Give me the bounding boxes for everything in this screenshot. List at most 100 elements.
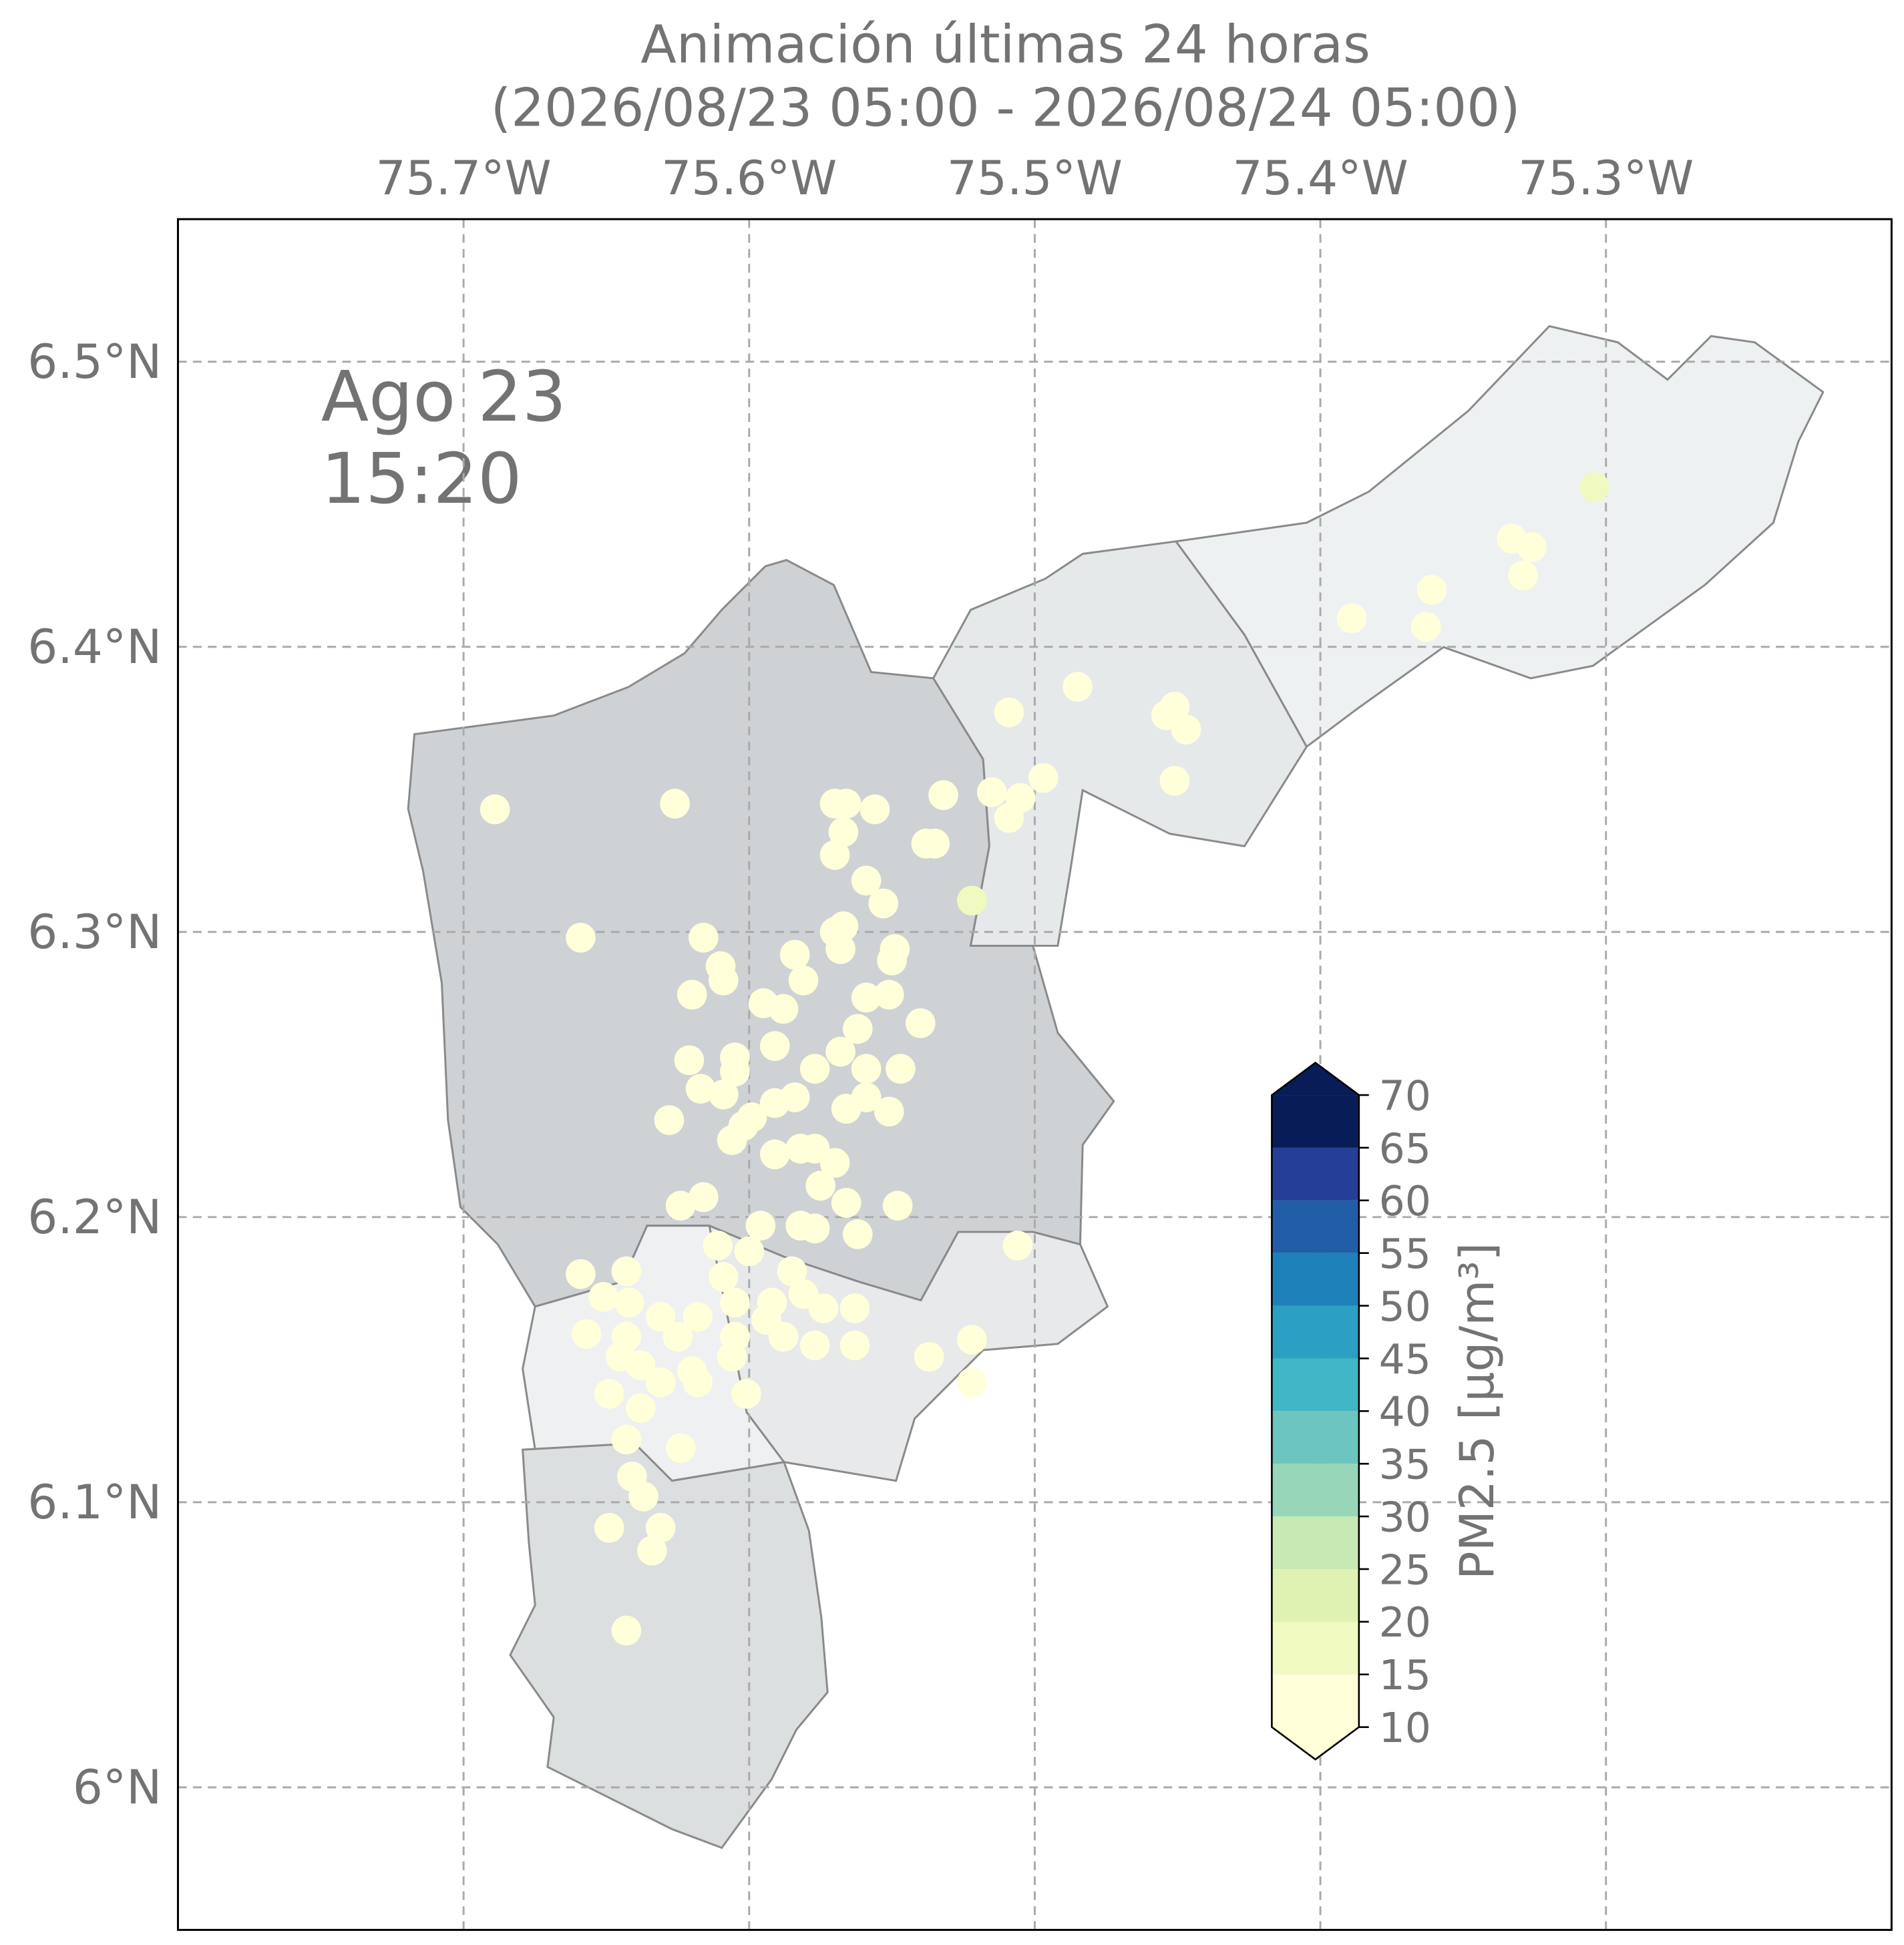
station-point	[886, 1054, 916, 1084]
station-point	[956, 1367, 987, 1397]
station-point	[1410, 612, 1441, 642]
colorbar-bin	[1272, 1411, 1359, 1464]
x-tick-label: 75.3°W	[1518, 150, 1694, 206]
station-point	[905, 1008, 936, 1038]
station-point	[1336, 603, 1367, 634]
station-point	[779, 939, 810, 970]
station-point	[708, 1262, 739, 1292]
colorbar-tick-label: 55	[1379, 1230, 1431, 1278]
station-point	[839, 1330, 870, 1361]
station-point	[994, 697, 1024, 728]
station-point	[882, 1191, 913, 1221]
y-tick-label: 6.1°N	[27, 1474, 162, 1530]
station-point	[799, 1330, 830, 1361]
station-point	[1579, 472, 1609, 502]
regions	[407, 325, 1825, 1850]
station-point	[1159, 766, 1190, 796]
x-tick-label: 75.4°W	[1233, 150, 1408, 206]
station-point	[571, 1319, 602, 1349]
colorbar-bin	[1272, 1674, 1359, 1727]
station-point	[805, 1170, 836, 1201]
station-point	[674, 1045, 705, 1076]
colorbar-tick-label: 70	[1379, 1072, 1431, 1120]
station-point	[868, 888, 899, 919]
station-point	[720, 1287, 750, 1318]
station-point	[1508, 560, 1539, 591]
colorbar-under	[1272, 1727, 1359, 1760]
y-tick-label: 6°N	[73, 1759, 162, 1815]
date-label: Ago 23	[321, 356, 566, 437]
station-point	[842, 1219, 873, 1249]
x-tick-label: 75.7°W	[376, 150, 552, 206]
station-point	[779, 1082, 810, 1112]
colorbar-tick-label: 40	[1379, 1388, 1431, 1436]
station-point	[645, 1512, 676, 1543]
subtitle: (2026/08/23 05:00 - 2026/08/24 05:00)	[491, 77, 1521, 138]
station-point	[877, 945, 907, 976]
station-point	[708, 965, 739, 996]
colorbar-bin	[1272, 1253, 1359, 1306]
station-point	[842, 1014, 873, 1044]
station-point	[920, 829, 950, 859]
colorbar-tick-label: 10	[1379, 1704, 1431, 1752]
colorbar-bin	[1272, 1516, 1359, 1569]
station-point	[874, 980, 904, 1010]
station-point	[665, 1433, 696, 1464]
station-point	[720, 1056, 750, 1087]
station-point	[851, 1054, 882, 1084]
colorbar-tick-label: 50	[1379, 1283, 1431, 1331]
station-point	[799, 1213, 830, 1244]
station-point	[839, 1293, 870, 1323]
colorbar-bin	[1272, 1147, 1359, 1201]
time-label: 15:20	[321, 438, 522, 519]
station-point	[851, 1082, 882, 1112]
station-point	[831, 789, 862, 819]
station-point	[625, 1393, 656, 1424]
station-point	[645, 1301, 676, 1332]
station-point	[1171, 714, 1201, 744]
station-point	[734, 1236, 765, 1267]
station-point	[914, 1341, 944, 1372]
station-point	[777, 1256, 807, 1287]
station-point	[480, 794, 510, 825]
station-point	[660, 789, 690, 819]
colorbar-bin	[1272, 1464, 1359, 1517]
station-point	[637, 1536, 667, 1566]
colorbar-tick-label: 25	[1379, 1546, 1431, 1594]
y-tick-label: 6.4°N	[27, 619, 162, 674]
station-point	[611, 1256, 642, 1287]
station-point	[688, 1182, 719, 1213]
station-point	[851, 865, 882, 896]
station-point	[976, 777, 1007, 807]
colorbar-tick-label: 20	[1379, 1598, 1431, 1647]
station-point	[860, 794, 890, 825]
station-point	[956, 1325, 987, 1355]
y-tick-label: 6.5°N	[27, 334, 162, 389]
colorbar-tick-label: 60	[1379, 1177, 1431, 1225]
station-point	[594, 1379, 624, 1409]
station-point	[614, 1287, 644, 1318]
station-point	[566, 1259, 596, 1289]
station-point	[819, 840, 850, 870]
station-point	[1517, 531, 1547, 562]
colorbar-label: PM2.5 [μg/m³]	[1449, 1243, 1505, 1580]
station-point	[703, 1231, 733, 1261]
station-point	[731, 1379, 761, 1409]
station-point	[1416, 574, 1447, 605]
station-point	[768, 994, 799, 1024]
colorbar-bin	[1272, 1305, 1359, 1359]
station-point	[1028, 763, 1059, 793]
colorbar-tick-label: 35	[1379, 1441, 1431, 1489]
station-point	[665, 1191, 696, 1221]
colorbar-bin	[1272, 1200, 1359, 1253]
station-point	[566, 922, 596, 953]
station-point	[654, 1105, 685, 1135]
colorbar-tick-label: 45	[1379, 1335, 1431, 1383]
station-point	[1063, 672, 1093, 702]
station-point	[685, 1074, 716, 1104]
colorbar-tick-label: 15	[1379, 1651, 1431, 1699]
station-point	[611, 1424, 642, 1455]
station-point	[588, 1282, 619, 1312]
